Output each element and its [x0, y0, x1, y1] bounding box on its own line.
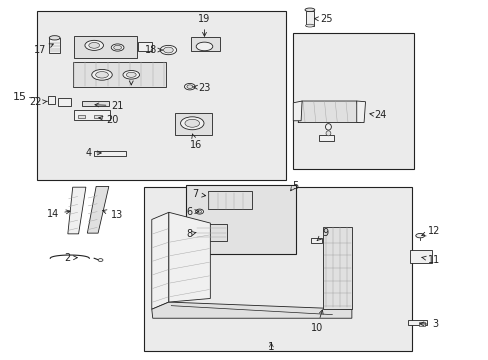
Bar	[407, 320, 426, 325]
Ellipse shape	[98, 258, 103, 261]
Bar	[293, 33, 413, 169]
Text: 21: 21	[95, 101, 123, 111]
Ellipse shape	[89, 42, 100, 48]
Bar	[58, 98, 71, 106]
Polygon shape	[73, 62, 166, 87]
Ellipse shape	[186, 85, 192, 89]
Bar	[195, 224, 227, 241]
Text: 17: 17	[34, 44, 53, 55]
Text: 6: 6	[186, 207, 198, 217]
Bar	[305, 10, 314, 26]
Text: 18: 18	[144, 45, 162, 55]
Text: 19: 19	[198, 14, 210, 36]
Bar	[185, 185, 295, 253]
Bar	[48, 96, 55, 104]
Text: 13: 13	[102, 210, 122, 220]
Text: 14: 14	[47, 209, 70, 219]
Ellipse shape	[111, 44, 123, 51]
Text: 11: 11	[421, 255, 439, 265]
Text: 20: 20	[99, 115, 119, 125]
Ellipse shape	[197, 210, 201, 213]
Text: 5: 5	[292, 181, 298, 191]
Text: 23: 23	[192, 83, 210, 93]
Bar	[74, 36, 137, 58]
Bar	[409, 249, 431, 263]
Bar	[37, 11, 285, 180]
Ellipse shape	[325, 131, 330, 136]
Ellipse shape	[325, 123, 331, 130]
Polygon shape	[293, 101, 302, 121]
Polygon shape	[356, 101, 365, 122]
Polygon shape	[151, 302, 351, 318]
Text: 25: 25	[314, 14, 332, 24]
Ellipse shape	[195, 209, 203, 214]
Bar	[144, 187, 411, 351]
Ellipse shape	[160, 45, 176, 55]
Bar	[138, 42, 151, 51]
Text: 15: 15	[13, 93, 27, 103]
Ellipse shape	[184, 119, 199, 127]
Polygon shape	[298, 101, 360, 122]
Text: 1: 1	[267, 342, 274, 352]
Text: 8: 8	[186, 229, 196, 239]
Ellipse shape	[96, 72, 108, 78]
Text: 2: 2	[64, 253, 77, 263]
Bar	[94, 114, 102, 118]
Bar	[175, 113, 211, 135]
Bar	[310, 238, 321, 243]
Ellipse shape	[196, 42, 212, 51]
Ellipse shape	[85, 40, 103, 50]
Ellipse shape	[305, 8, 314, 12]
Text: 12: 12	[421, 226, 439, 236]
Text: 10: 10	[310, 310, 323, 333]
Ellipse shape	[126, 72, 136, 77]
Ellipse shape	[92, 69, 112, 80]
Polygon shape	[87, 186, 109, 233]
Bar	[418, 322, 424, 326]
Polygon shape	[151, 212, 168, 309]
Text: 3: 3	[419, 319, 438, 329]
Bar	[49, 38, 60, 53]
Bar	[74, 110, 110, 120]
Ellipse shape	[122, 71, 139, 79]
Ellipse shape	[180, 117, 203, 130]
Text: 9: 9	[316, 228, 327, 241]
Polygon shape	[68, 187, 86, 234]
Text: 24: 24	[369, 111, 386, 120]
Bar	[318, 135, 334, 140]
Text: 7: 7	[192, 189, 205, 199]
Ellipse shape	[163, 47, 173, 53]
Text: 4: 4	[85, 148, 101, 158]
Bar	[94, 150, 125, 156]
Polygon shape	[168, 212, 210, 302]
Ellipse shape	[305, 24, 314, 27]
Polygon shape	[322, 227, 351, 309]
Bar	[78, 114, 85, 118]
Bar	[82, 101, 109, 106]
Ellipse shape	[184, 84, 195, 90]
Bar	[190, 37, 220, 51]
Ellipse shape	[49, 36, 60, 40]
Bar	[207, 192, 251, 210]
Ellipse shape	[415, 234, 424, 238]
Ellipse shape	[114, 45, 122, 50]
Text: 16: 16	[189, 134, 202, 150]
Text: 22: 22	[29, 98, 47, 107]
